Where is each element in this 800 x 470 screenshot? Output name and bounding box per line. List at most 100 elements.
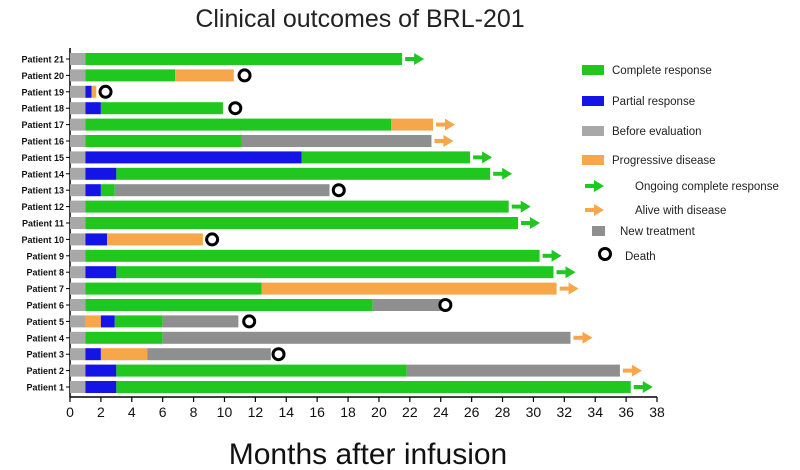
patient-label: Patient 15 [21, 153, 64, 163]
legend-swatch-progressive [582, 155, 604, 165]
death-marker [237, 68, 252, 83]
death-marker [331, 183, 346, 198]
death-marker [98, 84, 113, 99]
x-tick-label: 30 [526, 404, 542, 420]
x-tick-label: 0 [66, 404, 74, 420]
bar-segment-before [70, 266, 86, 279]
bar-segment-new-treatment [241, 135, 432, 147]
patient-label: Patient 1 [26, 383, 64, 393]
legend-label: Before evaluation [612, 126, 702, 138]
patient-label: Patient 10 [21, 235, 64, 245]
bar-segment-before [70, 102, 86, 115]
x-tick-label: 24 [433, 404, 449, 420]
x-tick-label: 22 [402, 404, 418, 420]
x-tick-label: 2 [97, 404, 105, 420]
x-tick-label: 8 [190, 404, 198, 420]
patient-label: Patient 13 [21, 186, 64, 196]
bar-segment-progressive [175, 69, 234, 82]
bar-segment-before [70, 381, 86, 393]
bar-segment-progressive [85, 315, 101, 328]
bar-segment-complete [116, 364, 407, 377]
bar-segment-complete [85, 53, 403, 65]
bar-segment-progressive [91, 85, 97, 98]
bar-segment-partial [100, 315, 115, 328]
bar-segment-complete [85, 200, 509, 213]
bar-segment-complete [85, 217, 518, 229]
bar-segment-partial [85, 102, 101, 115]
legend-swatch-before [582, 126, 604, 136]
bar-segment-new-treatment [372, 299, 441, 311]
patient-label: Patient 5 [26, 317, 64, 327]
legend-swatch-complete [582, 65, 604, 75]
legend-label: Partial response [612, 96, 695, 108]
legend-alive-arrow-icon [585, 204, 604, 216]
bar-segment-partial [85, 151, 302, 164]
bar-segment-complete [100, 184, 115, 197]
death-marker [228, 101, 243, 116]
patient-label: Patient 6 [26, 301, 64, 311]
bar-segment-before [70, 299, 86, 311]
x-tick-label: 38 [649, 404, 665, 420]
ongoing-response-arrow [520, 217, 540, 229]
legend-swatch-new-treatment [592, 226, 605, 236]
bar-segment-before [70, 249, 86, 262]
patient-label: Patient 21 [21, 55, 64, 65]
bar-segment-complete [116, 167, 491, 180]
x-tick-label: 34 [587, 404, 603, 420]
bar-segment-complete [116, 266, 554, 279]
death-marker [242, 314, 257, 329]
patient-label: Patient 14 [21, 169, 64, 179]
bar-segment-before [70, 348, 86, 361]
ongoing-response-arrow [405, 53, 425, 65]
x-tick-label: 4 [128, 404, 136, 420]
bar-segment-before [70, 184, 86, 197]
ongoing-response-arrow [633, 381, 653, 393]
patient-label: Patient 3 [26, 350, 64, 360]
legend-ongoing-arrow-icon [585, 180, 604, 192]
x-tick-label: 12 [248, 404, 264, 420]
bar-segment-before [70, 364, 86, 377]
bar-segment-before [70, 282, 86, 295]
patient-label: Patient 4 [26, 333, 64, 343]
bar-segment-complete [100, 102, 223, 115]
bar-segment-progressive [100, 348, 148, 361]
patient-label: Patient 11 [22, 219, 64, 229]
x-axis-label: Months after infusion [229, 438, 507, 470]
patient-label: Patient 12 [21, 202, 64, 212]
ongoing-response-arrow [493, 167, 513, 180]
bar-segment-new-treatment [406, 364, 620, 377]
x-tick-label: 26 [464, 404, 480, 420]
plot-area: 0 2 4 6 8 10 12 14 16 18 20 22 24 26 28 30 32 34 36 38Patie… [21, 48, 665, 420]
patient-label: Patient 9 [26, 251, 64, 261]
alive-with-disease-arrow [622, 364, 642, 377]
x-tick-label: 32 [557, 404, 573, 420]
bar-segment-partial [85, 167, 117, 180]
bar-segment-before [70, 331, 86, 344]
legend-death-icon [598, 247, 612, 261]
bar-segment-partial [85, 381, 117, 393]
bar-segment-before [70, 53, 86, 65]
legend-label: Ongoing complete response [635, 181, 779, 193]
bar-segment-complete [85, 118, 392, 131]
bar-segment-partial [85, 266, 117, 279]
alive-with-disease-arrow [573, 331, 593, 344]
x-tick-label: 10 [217, 404, 233, 420]
patient-label: Patient 17 [21, 120, 64, 130]
x-tick-label: 20 [371, 404, 387, 420]
bar-segment-partial [85, 364, 117, 377]
bar-segment-before [70, 151, 86, 164]
patient-label: Patient 19 [21, 87, 64, 97]
x-tick-label: 28 [495, 404, 511, 420]
bar-segment-progressive [107, 233, 203, 246]
bar-segment-before [70, 315, 86, 328]
bar-segment-partial [85, 184, 101, 197]
bar-segment-complete [85, 299, 373, 311]
ongoing-response-arrow [511, 200, 531, 213]
bar-segment-before [70, 233, 86, 246]
bar-segment-partial [85, 85, 92, 98]
x-tick-label: 14 [278, 404, 294, 420]
bar-segment-complete [85, 69, 176, 82]
patient-label: Patient 8 [26, 268, 64, 278]
bar-segment-complete [85, 331, 163, 344]
bar-segment-complete [85, 282, 262, 295]
